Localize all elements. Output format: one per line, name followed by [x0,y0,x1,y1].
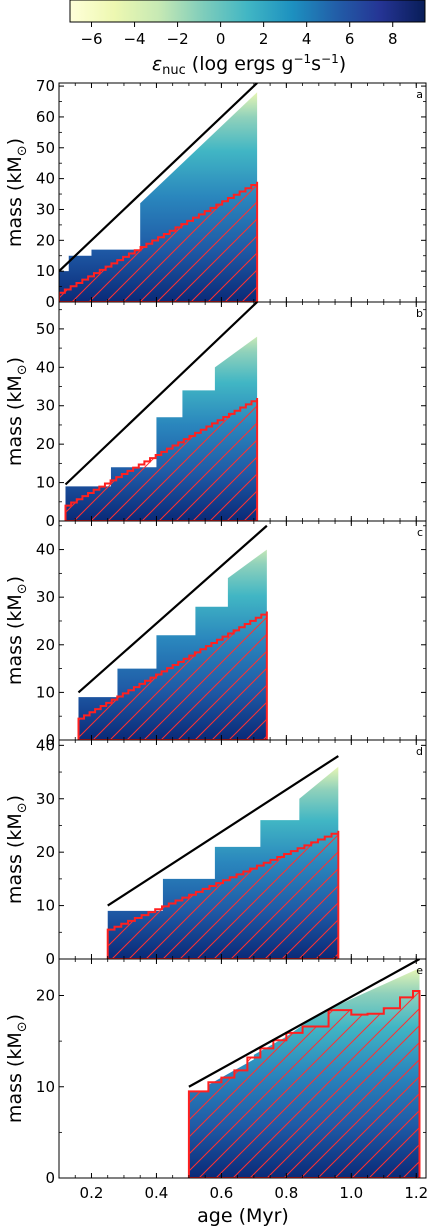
panel-letter: e [416,964,423,977]
convective-core [187,989,421,1178]
y-tick-label: 0 [45,950,55,968]
convective-core [59,181,259,302]
stellar-mass-line [77,524,268,694]
colorbar-label-var: ε [152,53,162,75]
colorbar-tick-label: −4 [123,30,145,48]
y-axis-label-close: ) [4,1014,26,1021]
colorbar-tick-label: −2 [167,30,189,48]
panel-letter: b [416,307,423,320]
y-tick-label: 20 [36,843,55,861]
y-tick-label: 10 [36,897,55,915]
y-tick-label: 20 [36,231,55,249]
convective-core [64,398,259,521]
panel-c: 0 10 20 30 40 c mass (kM⊙) [4,520,427,749]
colorbar-tick-label: 6 [345,30,355,48]
sun-symbol: ⊙ [15,145,30,156]
y-axis-label: mass (kM⊙) [4,1014,30,1123]
y-axis-label-close: ) [4,138,26,145]
panel-frame [58,958,427,1179]
y-tick-label: 10 [36,1078,55,1096]
colorbar-label-exp1: −1 [293,52,311,66]
colorbar-label-sub: nuc [162,63,186,78]
y-tick-label: 40 [36,736,55,754]
y-axis-label: mass (kM⊙) [4,795,30,904]
y-tick-label: 30 [36,588,55,606]
sun-symbol: ⊙ [15,1021,30,1032]
y-tick-label: 30 [36,200,55,218]
x-tick-label: 1.0 [339,1184,363,1202]
y-tick-label: 30 [36,397,55,415]
x-tick-label: 1.2 [404,1184,428,1202]
y-axis-label-main: mass (kM [4,375,26,466]
colorbar-tick-label: 8 [388,30,398,48]
panel-b: 0 10 20 30 40 50 b mass (kM⊙) [4,301,427,530]
y-axis-label-close: ) [4,795,26,802]
y-tick-label: 0 [45,293,55,311]
panel-e: 0 10 20 0.2 0.4 0.6 0.8 1.0 1.2 e mass (kM⊙) [4,958,428,1202]
stellar-mass-line [107,755,339,907]
colorbar-tick-label: −6 [80,30,102,48]
colorbar-label-open: (log ergs g [186,53,294,75]
stellar-mass-line [59,83,258,272]
panel-letter: d [416,745,423,758]
colorbar-tick-label: 2 [259,30,269,48]
y-tick-label: 50 [36,139,55,157]
sun-symbol: ⊙ [15,364,30,375]
y-axis-label: mass (kM⊙) [4,576,30,685]
y-tick-label: 10 [36,474,55,492]
y-axis-label-close: ) [4,576,26,583]
sun-symbol: ⊙ [15,802,30,813]
panel-letter: c [417,526,423,539]
colorbar-tick-label: 0 [216,30,226,48]
x-tick-label: 0.2 [80,1184,104,1202]
x-axis-label: age (Myr) [197,1205,289,1227]
panel-a: 0 10 20 30 40 50 60 70 a mass (kM⊙) [4,77,427,311]
x-tick-label: 0.6 [209,1184,233,1202]
y-axis-label-main: mass (kM [4,1032,26,1123]
colorbar-ticks: −6 −4 −2 0 2 4 6 8 [80,22,398,48]
colorbar-label-close: ) [339,53,346,75]
sun-symbol: ⊙ [15,583,30,594]
y-tick-label: 0 [45,731,55,749]
colorbar-label-exp2: −1 [321,52,339,66]
y-tick-label: 20 [36,435,55,453]
convective-core [106,830,340,959]
y-axis-label: mass (kM⊙) [4,357,30,466]
colorbar-tick-label: 4 [302,30,312,48]
panel-letter: a [416,88,423,101]
y-axis-label: mass (kM⊙) [4,138,30,247]
y-tick-label: 30 [36,790,55,808]
y-tick-label: 20 [36,636,55,654]
y-axis-label-main: mass (kM [4,813,26,904]
x-tick-label: 0.4 [145,1184,169,1202]
convective-core [77,611,268,740]
y-tick-label: 0 [45,512,55,530]
y-axis-label-main: mass (kM [4,156,26,247]
y-tick-label: 0 [45,1169,55,1187]
panel-d: 0 10 20 30 40 d mass (kM⊙) [4,736,427,968]
y-tick-label: 60 [36,108,55,126]
colorbar-label-mid: s [311,53,321,75]
y-tick-label: 40 [36,170,55,188]
y-tick-label: 10 [36,683,55,701]
y-tick-label: 40 [36,541,55,559]
colorbar: −6 −4 −2 0 2 4 6 8 εnuc (log ergs g−1s−1) [69,0,426,78]
y-tick-label: 20 [36,987,55,1005]
y-axis-label-main: mass (kM [4,594,26,685]
y-tick-label: 50 [36,320,55,338]
y-axis-label-close: ) [4,357,26,364]
stellar-mass-line [188,959,421,1088]
x-tick-label: 0.8 [274,1184,298,1202]
stellar-mass-line [64,302,258,486]
y-tick-label: 10 [36,262,55,280]
colorbar-bar [69,0,426,23]
y-tick-label: 40 [36,358,55,376]
y-tick-label: 70 [36,77,55,95]
colorbar-label: εnuc (log ergs g−1s−1) [152,52,346,78]
